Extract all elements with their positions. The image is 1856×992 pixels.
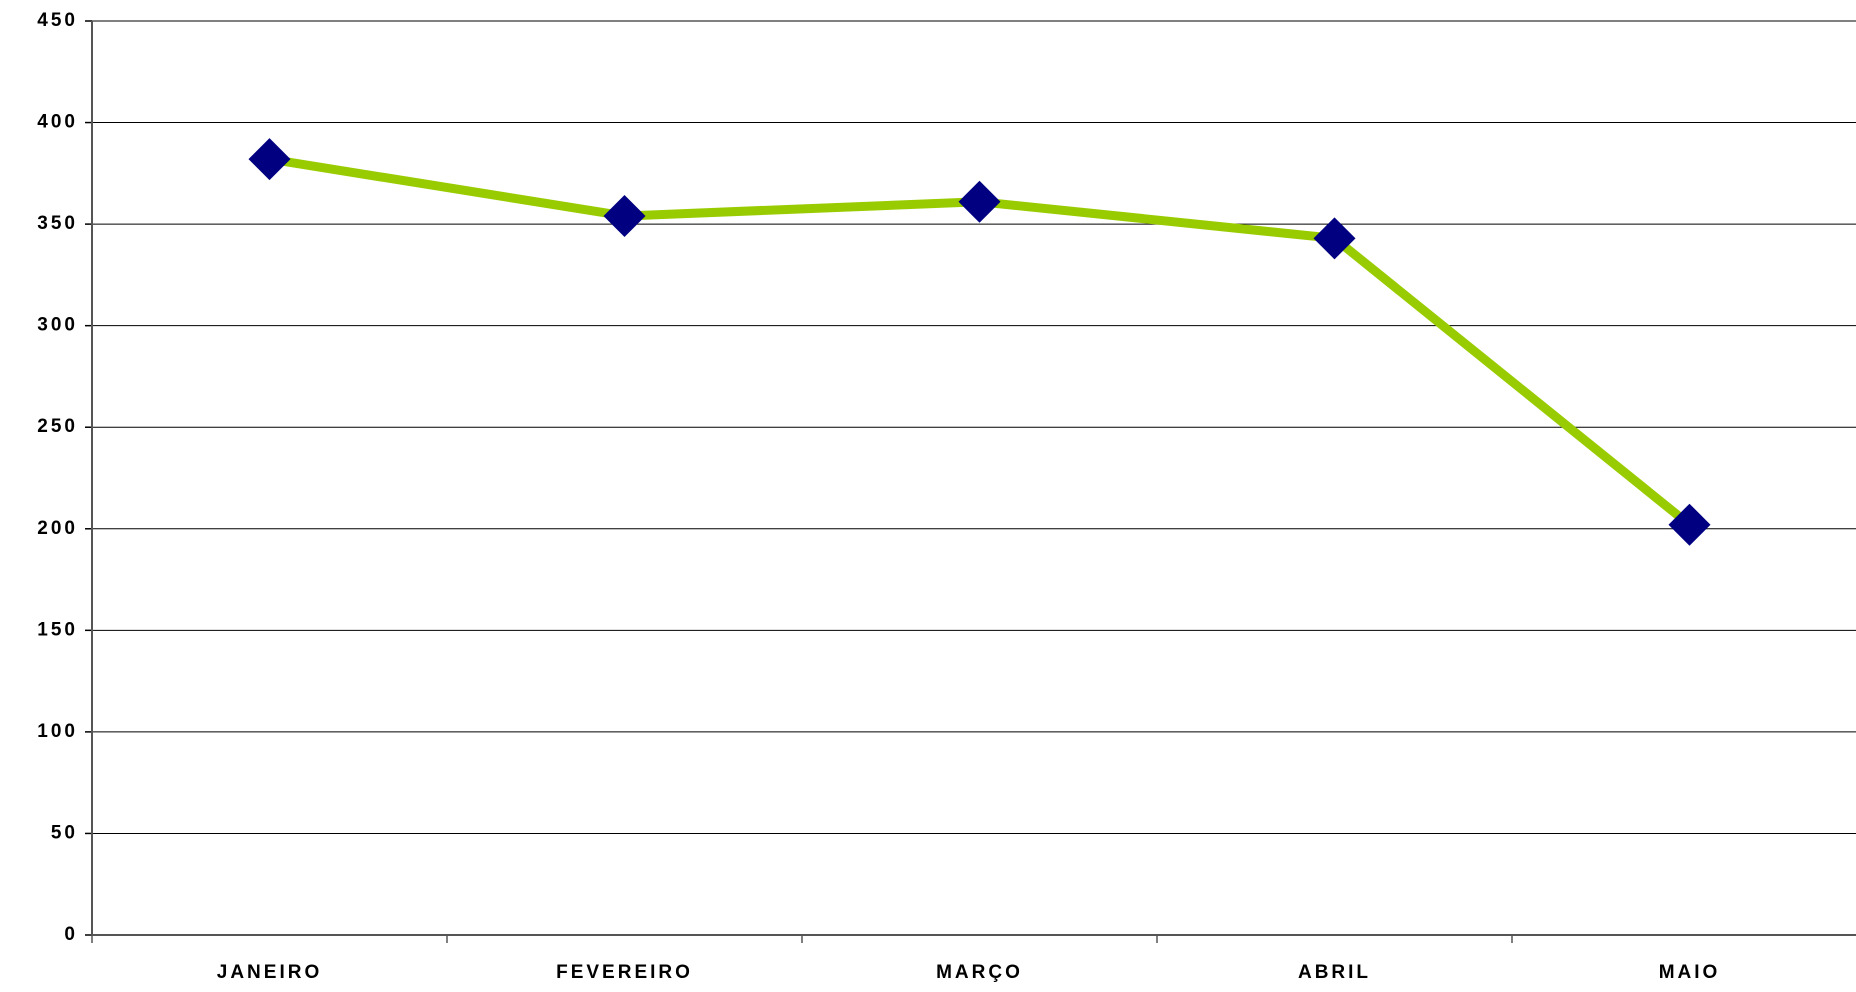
data-marker (1668, 503, 1711, 546)
y-tick-label: 100 (37, 721, 78, 742)
y-tick-label: 350 (37, 213, 78, 234)
data-marker (603, 194, 646, 237)
y-tick-label: 450 (37, 10, 78, 31)
x-tick-label: MAIO (1659, 962, 1721, 983)
x-tick-label: MARÇO (936, 962, 1023, 983)
x-tick-label: JANEIRO (217, 962, 322, 983)
x-tick-label: FEVEREIRO (556, 962, 693, 983)
y-tick-label: 200 (37, 518, 78, 539)
y-tick-label: 0 (64, 924, 78, 945)
x-tick-label: ABRIL (1298, 962, 1371, 983)
y-tick-label: 50 (51, 822, 78, 843)
data-marker (958, 180, 1001, 223)
y-tick-label: 150 (37, 619, 78, 640)
y-tick-label: 300 (37, 315, 78, 336)
data-marker (1313, 217, 1356, 260)
y-tick-label: 250 (37, 416, 78, 437)
data-marker (248, 138, 291, 181)
y-tick-label: 400 (37, 112, 78, 133)
